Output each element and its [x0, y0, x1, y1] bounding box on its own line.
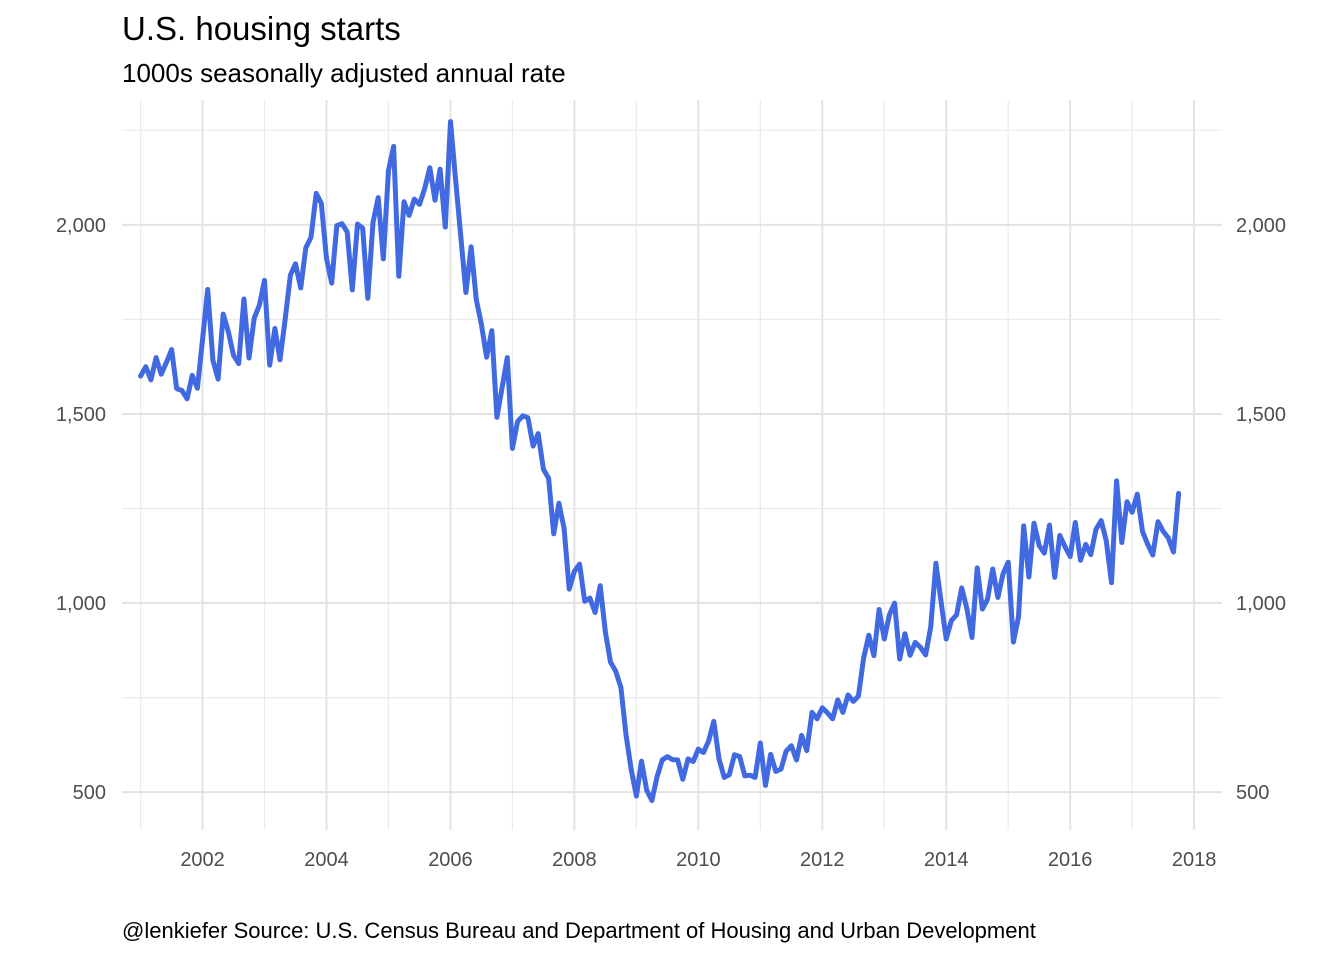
x-tick-label: 2012 [800, 849, 845, 871]
y-tick-label-left: 1,500 [56, 404, 106, 426]
chart-title: U.S. housing starts [122, 10, 401, 47]
x-tick-label: 2014 [924, 849, 969, 871]
x-tick-label: 2008 [552, 849, 597, 871]
y-tick-label-right: 500 [1236, 782, 1269, 804]
y-tick-label-left: 1,000 [56, 593, 106, 615]
y-tick-label-right: 2,000 [1236, 215, 1286, 237]
y-tick-label-left: 2,000 [56, 215, 106, 237]
chart-caption: @lenkiefer Source: U.S. Census Bureau an… [122, 918, 1036, 943]
y-tick-label-left: 500 [73, 782, 106, 804]
x-tick-label: 2002 [180, 849, 225, 871]
major-gridlines [122, 100, 1222, 830]
y-tick-label-right: 1,000 [1236, 593, 1286, 615]
housing-starts-line [138, 119, 1182, 803]
x-tick-label: 2018 [1172, 849, 1217, 871]
x-tick-label: 2006 [428, 849, 473, 871]
tick-labels: 2002 2004 2006 2008 2010 2012 2014 2016 2018 500 5… [56, 215, 1286, 871]
minor-gridlines [122, 100, 1222, 830]
x-tick-label: 2016 [1048, 849, 1093, 871]
series-layer [138, 119, 1182, 803]
x-tick-label: 2004 [304, 849, 349, 871]
x-tick-label: 2010 [676, 849, 721, 871]
y-tick-label-right: 1,500 [1236, 404, 1286, 426]
chart-subtitle: 1000s seasonally adjusted annual rate [122, 58, 566, 88]
